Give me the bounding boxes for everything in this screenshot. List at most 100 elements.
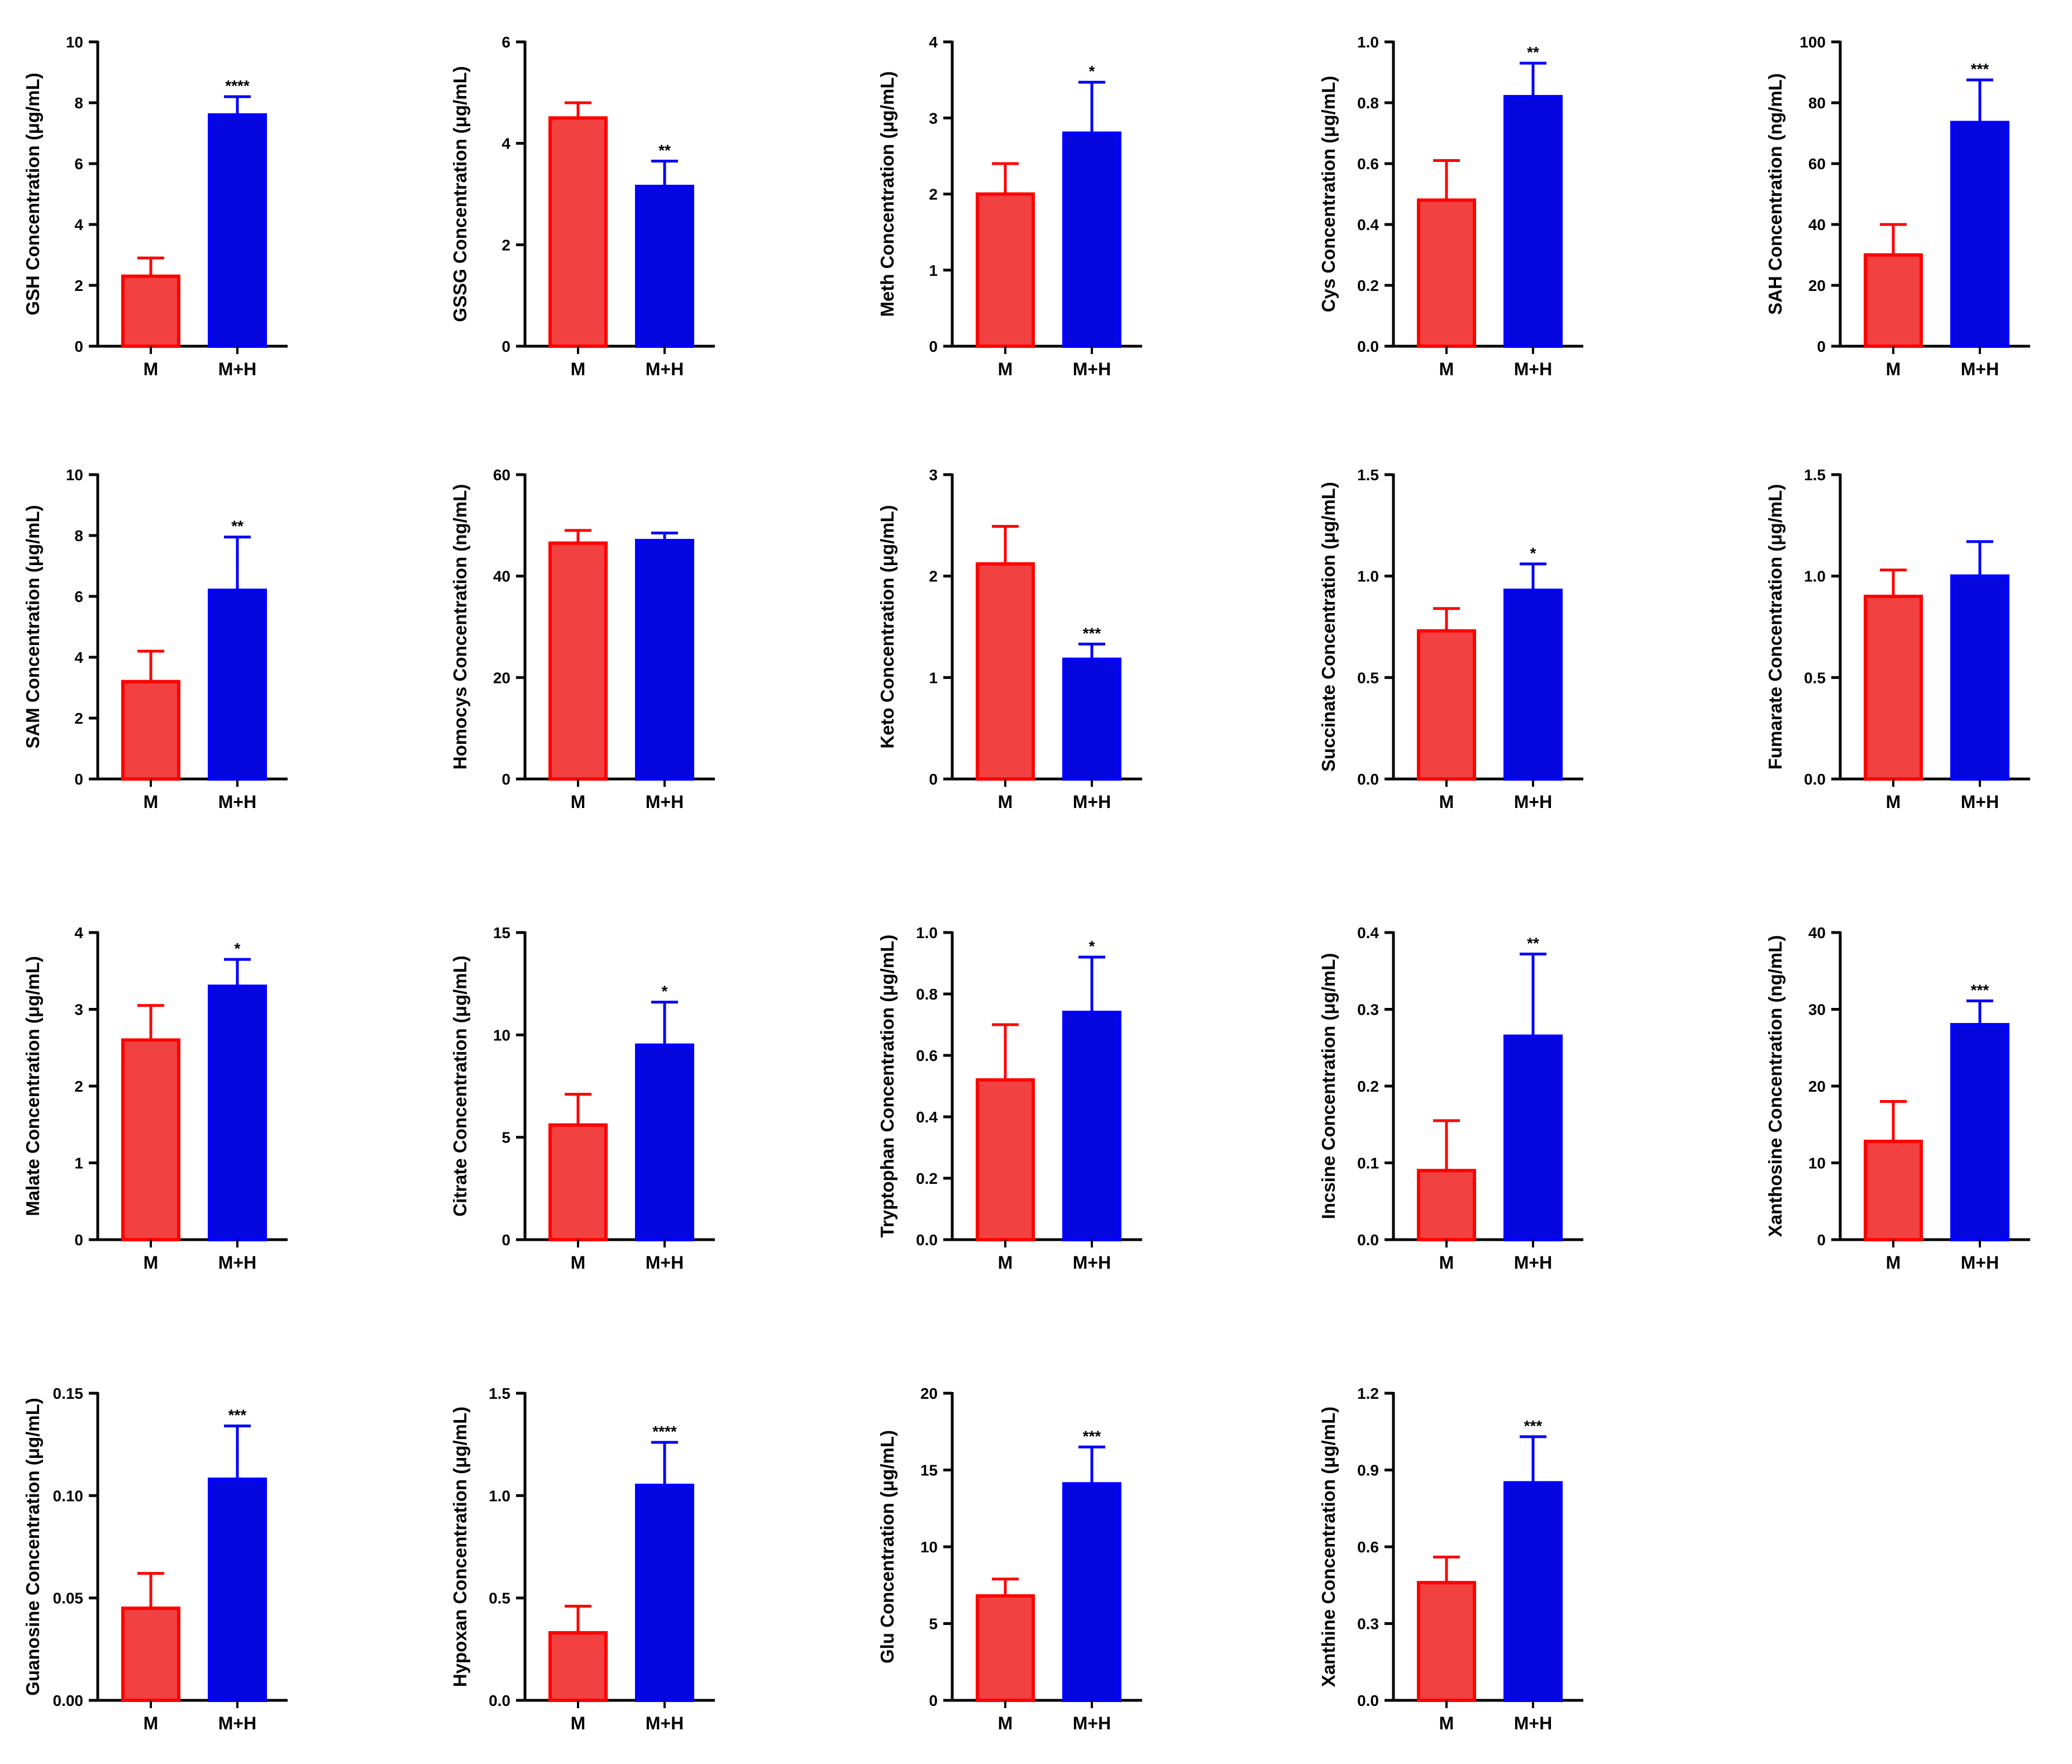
y-axis-title: Succinate Concentration (μg/mL) (1318, 482, 1339, 772)
bar-M (548, 1123, 608, 1241)
chart-panel-5: 0 20 40 60 80 100 SAH Concentration (ng/mL) M M+… (1765, 34, 2030, 379)
y-axis-title: GSSG Concentration (μg/mL) (450, 66, 470, 322)
bar-M (976, 562, 1035, 781)
chart-panel-1: 0 2 4 6 8 10 GSH Concentration (μg/mL) M M+H **** (22, 34, 288, 379)
bar-M+H (208, 1478, 267, 1702)
bar-M+H (1062, 1482, 1121, 1702)
y-tick-label: 20 (1808, 1078, 1826, 1095)
category-label-M+H: M+H (1514, 792, 1552, 812)
y-tick-label: 0.0 (489, 1692, 510, 1709)
category-label-M+H: M+H (218, 359, 256, 379)
bar-M (1417, 1169, 1476, 1241)
y-tick-label: 0 (502, 338, 510, 355)
y-tick-label: 30 (1808, 1001, 1826, 1019)
chart-panel-19: 0.0 0.3 0.6 0.9 1.2 Xanthine Concentration (μ… (1318, 1385, 1583, 1733)
bar-M (976, 192, 1035, 348)
category-label-M: M (1439, 1253, 1454, 1273)
bar-M (1864, 1140, 1923, 1241)
category-label-M+H: M+H (1073, 1253, 1111, 1273)
y-tick-label: 0.5 (1357, 669, 1379, 686)
y-tick-label: 10 (493, 1026, 510, 1044)
chart-panel-11: 0 1 2 3 4 Malate Concentration (μg/mL) M M+H * (22, 924, 288, 1273)
bar-M (976, 1078, 1035, 1241)
y-tick-label: 0 (502, 1231, 510, 1249)
y-tick-label: 1 (929, 262, 938, 279)
y-tick-label: 15 (493, 924, 510, 941)
category-label-M: M (571, 792, 586, 812)
y-axis-title: GSH Concentration (μg/mL) (22, 73, 43, 315)
y-tick-label: 2 (502, 236, 510, 254)
category-label-M: M (1886, 1253, 1901, 1273)
significance-label: * (1089, 63, 1095, 80)
category-label-M: M (1439, 792, 1454, 812)
y-axis-title: Cys Concentration (μg/mL) (1318, 76, 1339, 313)
chart-panel-3: 0 1 2 3 4 Meth Concentration (μg/mL) M M+H * (877, 34, 1142, 379)
y-tick-label: 2 (74, 710, 83, 727)
bar-M (121, 1038, 180, 1241)
category-label-M+H: M+H (1514, 359, 1552, 379)
category-label-M: M (571, 359, 586, 379)
y-tick-label: 15 (920, 1462, 938, 1479)
y-tick-label: 0.4 (916, 1108, 938, 1126)
y-tick-label: 0 (929, 1692, 938, 1709)
y-tick-label: 20 (493, 669, 510, 686)
y-tick-label: 1 (929, 669, 938, 686)
category-label-M: M (998, 1253, 1013, 1273)
category-label-M+H: M+H (646, 1713, 684, 1733)
bar-M (1864, 253, 1923, 348)
y-tick-label: 6 (502, 34, 510, 51)
y-axis-title: Malate Concentration (μg/mL) (22, 956, 43, 1216)
y-tick-label: 0.10 (53, 1487, 84, 1504)
y-tick-label: 1.0 (916, 924, 938, 941)
bar-M+H (1950, 121, 2009, 348)
y-tick-label: 1.0 (1804, 568, 1826, 585)
bar-M+H (1503, 1034, 1563, 1241)
bar-M (1417, 198, 1476, 348)
y-tick-label: 0.8 (1357, 94, 1379, 112)
category-label-M: M (1439, 1713, 1454, 1733)
y-tick-label: 0.2 (1357, 277, 1379, 294)
y-tick-label: 0.0 (916, 1231, 938, 1249)
category-label-M+H: M+H (646, 359, 684, 379)
y-tick-label: 0.3 (1357, 1001, 1379, 1019)
y-tick-label: 0.4 (1357, 924, 1379, 941)
y-tick-label: 40 (1808, 924, 1826, 941)
y-tick-label: 4 (74, 924, 83, 941)
category-label-M: M (144, 792, 159, 812)
category-label-M: M (1439, 359, 1454, 379)
bar-M+H (1062, 131, 1121, 348)
category-label-M+H: M+H (1073, 1713, 1111, 1733)
y-tick-label: 1.0 (1357, 34, 1379, 51)
bar-M (548, 116, 608, 348)
y-tick-label: 4 (929, 34, 938, 51)
y-tick-label: 0.4 (1357, 216, 1379, 233)
category-label-M+H: M+H (1514, 1713, 1552, 1733)
significance-label: * (1530, 544, 1536, 562)
category-label-M+H: M+H (218, 792, 256, 812)
y-tick-label: 6 (74, 155, 83, 173)
significance-label: * (662, 983, 668, 1000)
significance-label: *** (1971, 981, 1989, 998)
y-tick-label: 0.0 (1357, 1692, 1379, 1709)
bar-M+H (208, 113, 267, 348)
chart-panel-12: 0 5 10 15 Citrate Concentration (μg/mL) M M+H * (450, 924, 715, 1273)
category-label-M+H: M+H (1961, 359, 1999, 379)
chart-panel-2: 0 2 4 6 GSSG Concentration (μg/mL) M M+H ** (450, 34, 715, 379)
significance-label: *** (1083, 624, 1101, 642)
chart-panel-7: 0 20 40 60 Homocys Concentration (ng/mL) M M+H (450, 466, 715, 812)
y-tick-label: 1.0 (1357, 568, 1379, 585)
y-tick-label: 100 (1799, 34, 1826, 51)
significance-label: ** (658, 141, 671, 159)
y-tick-label: 0.6 (916, 1047, 938, 1064)
bar-M+H (1950, 1023, 2009, 1241)
significance-label: *** (1524, 1417, 1543, 1435)
y-tick-label: 5 (929, 1615, 938, 1633)
category-label-M+H: M+H (1073, 792, 1111, 812)
y-tick-label: 0.0 (1357, 771, 1379, 788)
chart-panel-15: 0 10 20 30 40 Xanthosine Concentration (ng/mL… (1765, 924, 2030, 1273)
bar-M (121, 680, 180, 781)
significance-label: **** (225, 77, 250, 94)
y-axis-title: Meth Concentration (μg/mL) (877, 71, 897, 317)
y-tick-label: 0.1 (1357, 1155, 1379, 1172)
y-tick-label: 0.2 (916, 1170, 938, 1187)
